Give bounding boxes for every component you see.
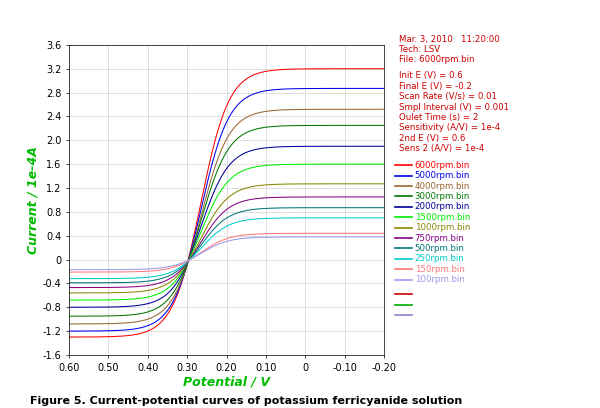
Text: 2000rpm.bin: 2000rpm.bin (415, 202, 470, 211)
Text: Final E (V) = -0.2: Final E (V) = -0.2 (399, 82, 472, 91)
Text: 750rpm.bin: 750rpm.bin (415, 233, 464, 243)
Text: 150rpm.bin: 150rpm.bin (415, 265, 464, 274)
Text: Figure 5. Current-potential curves of potassium ferricyanide solution: Figure 5. Current-potential curves of po… (30, 396, 462, 406)
Text: 1000rpm.bin: 1000rpm.bin (415, 223, 470, 232)
Text: 2nd E (V) = 0.6: 2nd E (V) = 0.6 (399, 134, 466, 143)
Text: Scan Rate (V/s) = 0.01: Scan Rate (V/s) = 0.01 (399, 92, 497, 101)
Text: File: 6000rpm.bin: File: 6000rpm.bin (399, 55, 475, 64)
Y-axis label: Current / 1e-4A: Current / 1e-4A (27, 146, 40, 254)
Text: 6000rpm.bin: 6000rpm.bin (415, 161, 470, 170)
Text: Mar. 3, 2010   11:20:00: Mar. 3, 2010 11:20:00 (399, 35, 500, 44)
Text: 500rpm.bin: 500rpm.bin (415, 244, 464, 253)
Text: 100rpm.bin: 100rpm.bin (415, 275, 464, 284)
X-axis label: Potential / V: Potential / V (183, 375, 270, 388)
Text: Oulet Time (s) = 2: Oulet Time (s) = 2 (399, 113, 478, 122)
Text: 3000rpm.bin: 3000rpm.bin (415, 192, 470, 201)
Text: 250rpm.bin: 250rpm.bin (415, 254, 464, 264)
Text: 4000rpm.bin: 4000rpm.bin (415, 182, 470, 191)
Text: Sens 2 (A/V) = 1e-4: Sens 2 (A/V) = 1e-4 (399, 144, 484, 153)
Text: Tech: LSV: Tech: LSV (399, 45, 440, 54)
Text: Init E (V) = 0.6: Init E (V) = 0.6 (399, 71, 463, 80)
Text: Sensitivity (A/V) = 1e-4: Sensitivity (A/V) = 1e-4 (399, 124, 500, 133)
Text: 1500rpm.bin: 1500rpm.bin (415, 213, 470, 222)
Text: 5000rpm.bin: 5000rpm.bin (415, 171, 470, 180)
Text: Smpl Interval (V) = 0.001: Smpl Interval (V) = 0.001 (399, 103, 509, 112)
